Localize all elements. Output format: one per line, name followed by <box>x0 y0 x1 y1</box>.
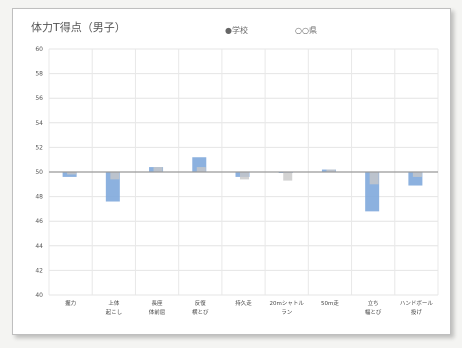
x-category-label: 体前屈 <box>149 308 166 316</box>
y-tick-label: 50 <box>35 169 43 176</box>
bars <box>62 157 423 212</box>
bar-prefecture <box>196 167 206 172</box>
legend-label-prefecture: ○○県 <box>295 26 317 35</box>
x-category-label: ラン <box>281 309 293 316</box>
y-tick-label: 60 <box>35 46 43 53</box>
x-category-label: 持久走 <box>235 299 252 307</box>
bar-prefecture <box>369 172 379 185</box>
x-category-label: 起こし <box>106 309 123 316</box>
chart-svg: 体力T得点（男子） ●学校 ○○県 40 42 44 46 48 50 52 54 56 58 60… <box>31 20 439 316</box>
x-category-label: 投げ <box>411 308 423 316</box>
bar-prefecture <box>153 167 163 172</box>
bar-prefecture <box>240 172 249 180</box>
x-category-label: 反復 <box>195 299 207 307</box>
y-axis-ticks: 40 42 44 46 48 50 52 54 56 58 60 <box>35 46 43 299</box>
x-category-label: 立ち <box>368 299 379 307</box>
chart-title: 体力T得点（男子） <box>31 20 126 34</box>
y-tick-label: 54 <box>35 120 43 127</box>
x-category-label: 長座 <box>152 299 164 307</box>
bar-prefecture <box>326 169 336 172</box>
y-tick-label: 52 <box>35 144 43 151</box>
y-tick-label: 42 <box>35 267 43 274</box>
bar-prefecture <box>110 172 120 180</box>
bar-prefecture <box>67 172 77 175</box>
y-tick-label: 46 <box>35 218 43 225</box>
y-tick-label: 58 <box>35 71 43 78</box>
x-category-label: 20mシャトル <box>270 301 305 307</box>
x-category-label: 横とび <box>192 308 209 316</box>
bar-prefecture <box>412 172 422 177</box>
x-category-label: 幅とび <box>365 308 382 316</box>
legend-label-school: ●学校 <box>225 25 248 35</box>
y-tick-label: 40 <box>35 292 43 299</box>
bar-prefecture <box>283 172 293 181</box>
y-tick-label: 48 <box>35 194 43 201</box>
x-category-label: ハンドボール <box>400 299 434 307</box>
x-category-label: 50m走 <box>321 299 339 307</box>
chart-frame: 体力T得点（男子） ●学校 ○○県 40 42 44 46 48 50 52 54 56 58 60… <box>12 8 451 335</box>
y-tick-label: 44 <box>35 243 43 250</box>
x-category-label: 上体 <box>108 299 120 307</box>
legend: ●学校 ○○県 <box>225 25 317 35</box>
x-category-label: 握力 <box>65 299 76 307</box>
y-tick-label: 56 <box>35 95 43 102</box>
